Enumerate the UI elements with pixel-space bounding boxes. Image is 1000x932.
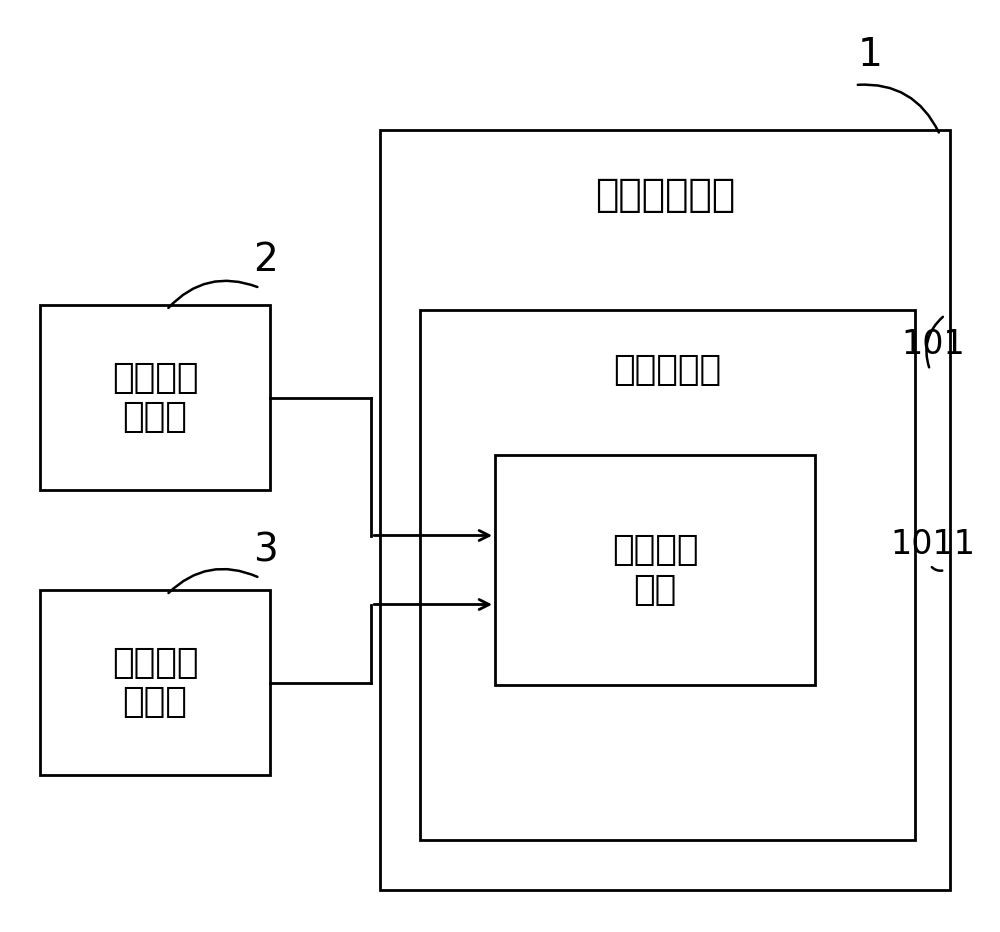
Text: 第一电流
传感器: 第一电流 传感器 bbox=[112, 361, 198, 434]
Text: 模数转换
模块: 模数转换 模块 bbox=[612, 533, 698, 607]
Bar bbox=[380, 130, 950, 890]
Text: 2: 2 bbox=[253, 241, 277, 279]
Text: 1: 1 bbox=[858, 36, 882, 74]
Bar bbox=[420, 310, 915, 840]
Bar bbox=[40, 590, 270, 775]
Bar bbox=[40, 305, 270, 490]
Text: 中央处理器: 中央处理器 bbox=[613, 353, 722, 387]
Text: 3: 3 bbox=[253, 531, 277, 569]
Bar bbox=[495, 455, 815, 685]
Text: 101: 101 bbox=[901, 328, 965, 362]
Text: 第二电流
传感器: 第二电流 传感器 bbox=[112, 646, 198, 720]
Text: 1011: 1011 bbox=[890, 528, 975, 561]
Text: 电池控制单元: 电池控制单元 bbox=[595, 176, 735, 214]
